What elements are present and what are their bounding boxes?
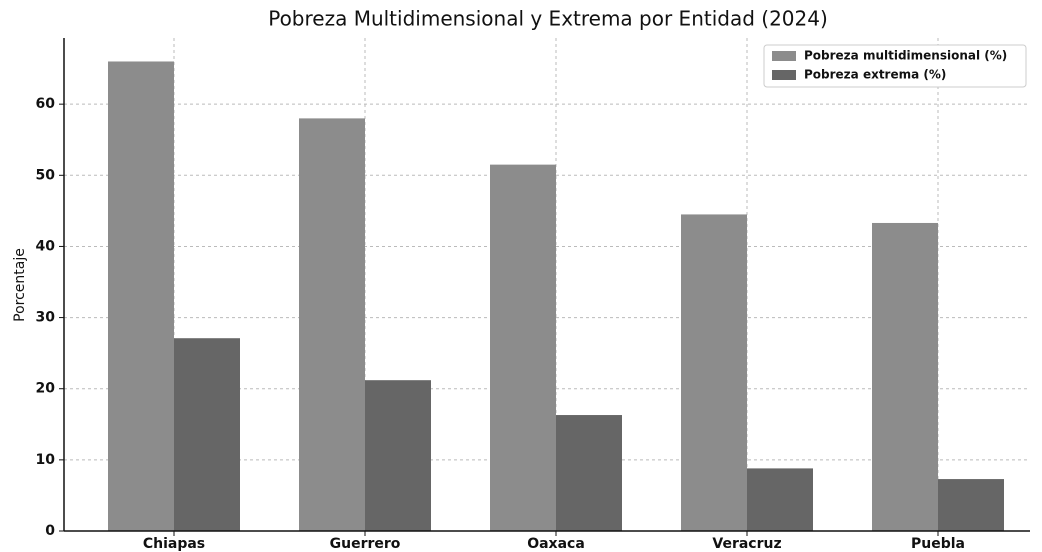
y-tick-label: 50 [36,167,56,183]
legend-box [763,44,1027,88]
x-tick-label: Guerrero [330,536,401,552]
legend-swatch [772,70,796,80]
y-tick-label: 60 [36,96,56,112]
x-tick-label: Chiapas [143,536,205,552]
y-axis-label: Porcentaje [12,248,28,322]
y-tick-label: 0 [45,523,55,539]
bar [872,222,938,531]
x-tick-label: Oaxaca [527,536,585,552]
x-tick-label: Puebla [911,536,965,552]
bar [556,415,622,531]
legend-label: Pobreza extrema (%) [804,68,946,82]
bar [299,118,365,531]
y-tick-label: 10 [36,452,56,468]
chart-title: Pobreza Multidimensional y Extrema por E… [268,7,828,31]
bar [747,468,813,531]
bar [938,479,1004,531]
y-tick-label: 30 [36,310,56,326]
x-tick-label: Veracruz [712,536,781,552]
bar [108,61,174,531]
bar [365,380,431,531]
bar [681,214,747,531]
y-tick-label: 20 [36,381,56,397]
legend-label: Pobreza multidimensional (%) [804,49,1007,63]
legend-swatch [772,51,796,61]
bar [174,338,240,531]
y-tick-label: 40 [36,238,56,254]
bar [490,164,556,531]
